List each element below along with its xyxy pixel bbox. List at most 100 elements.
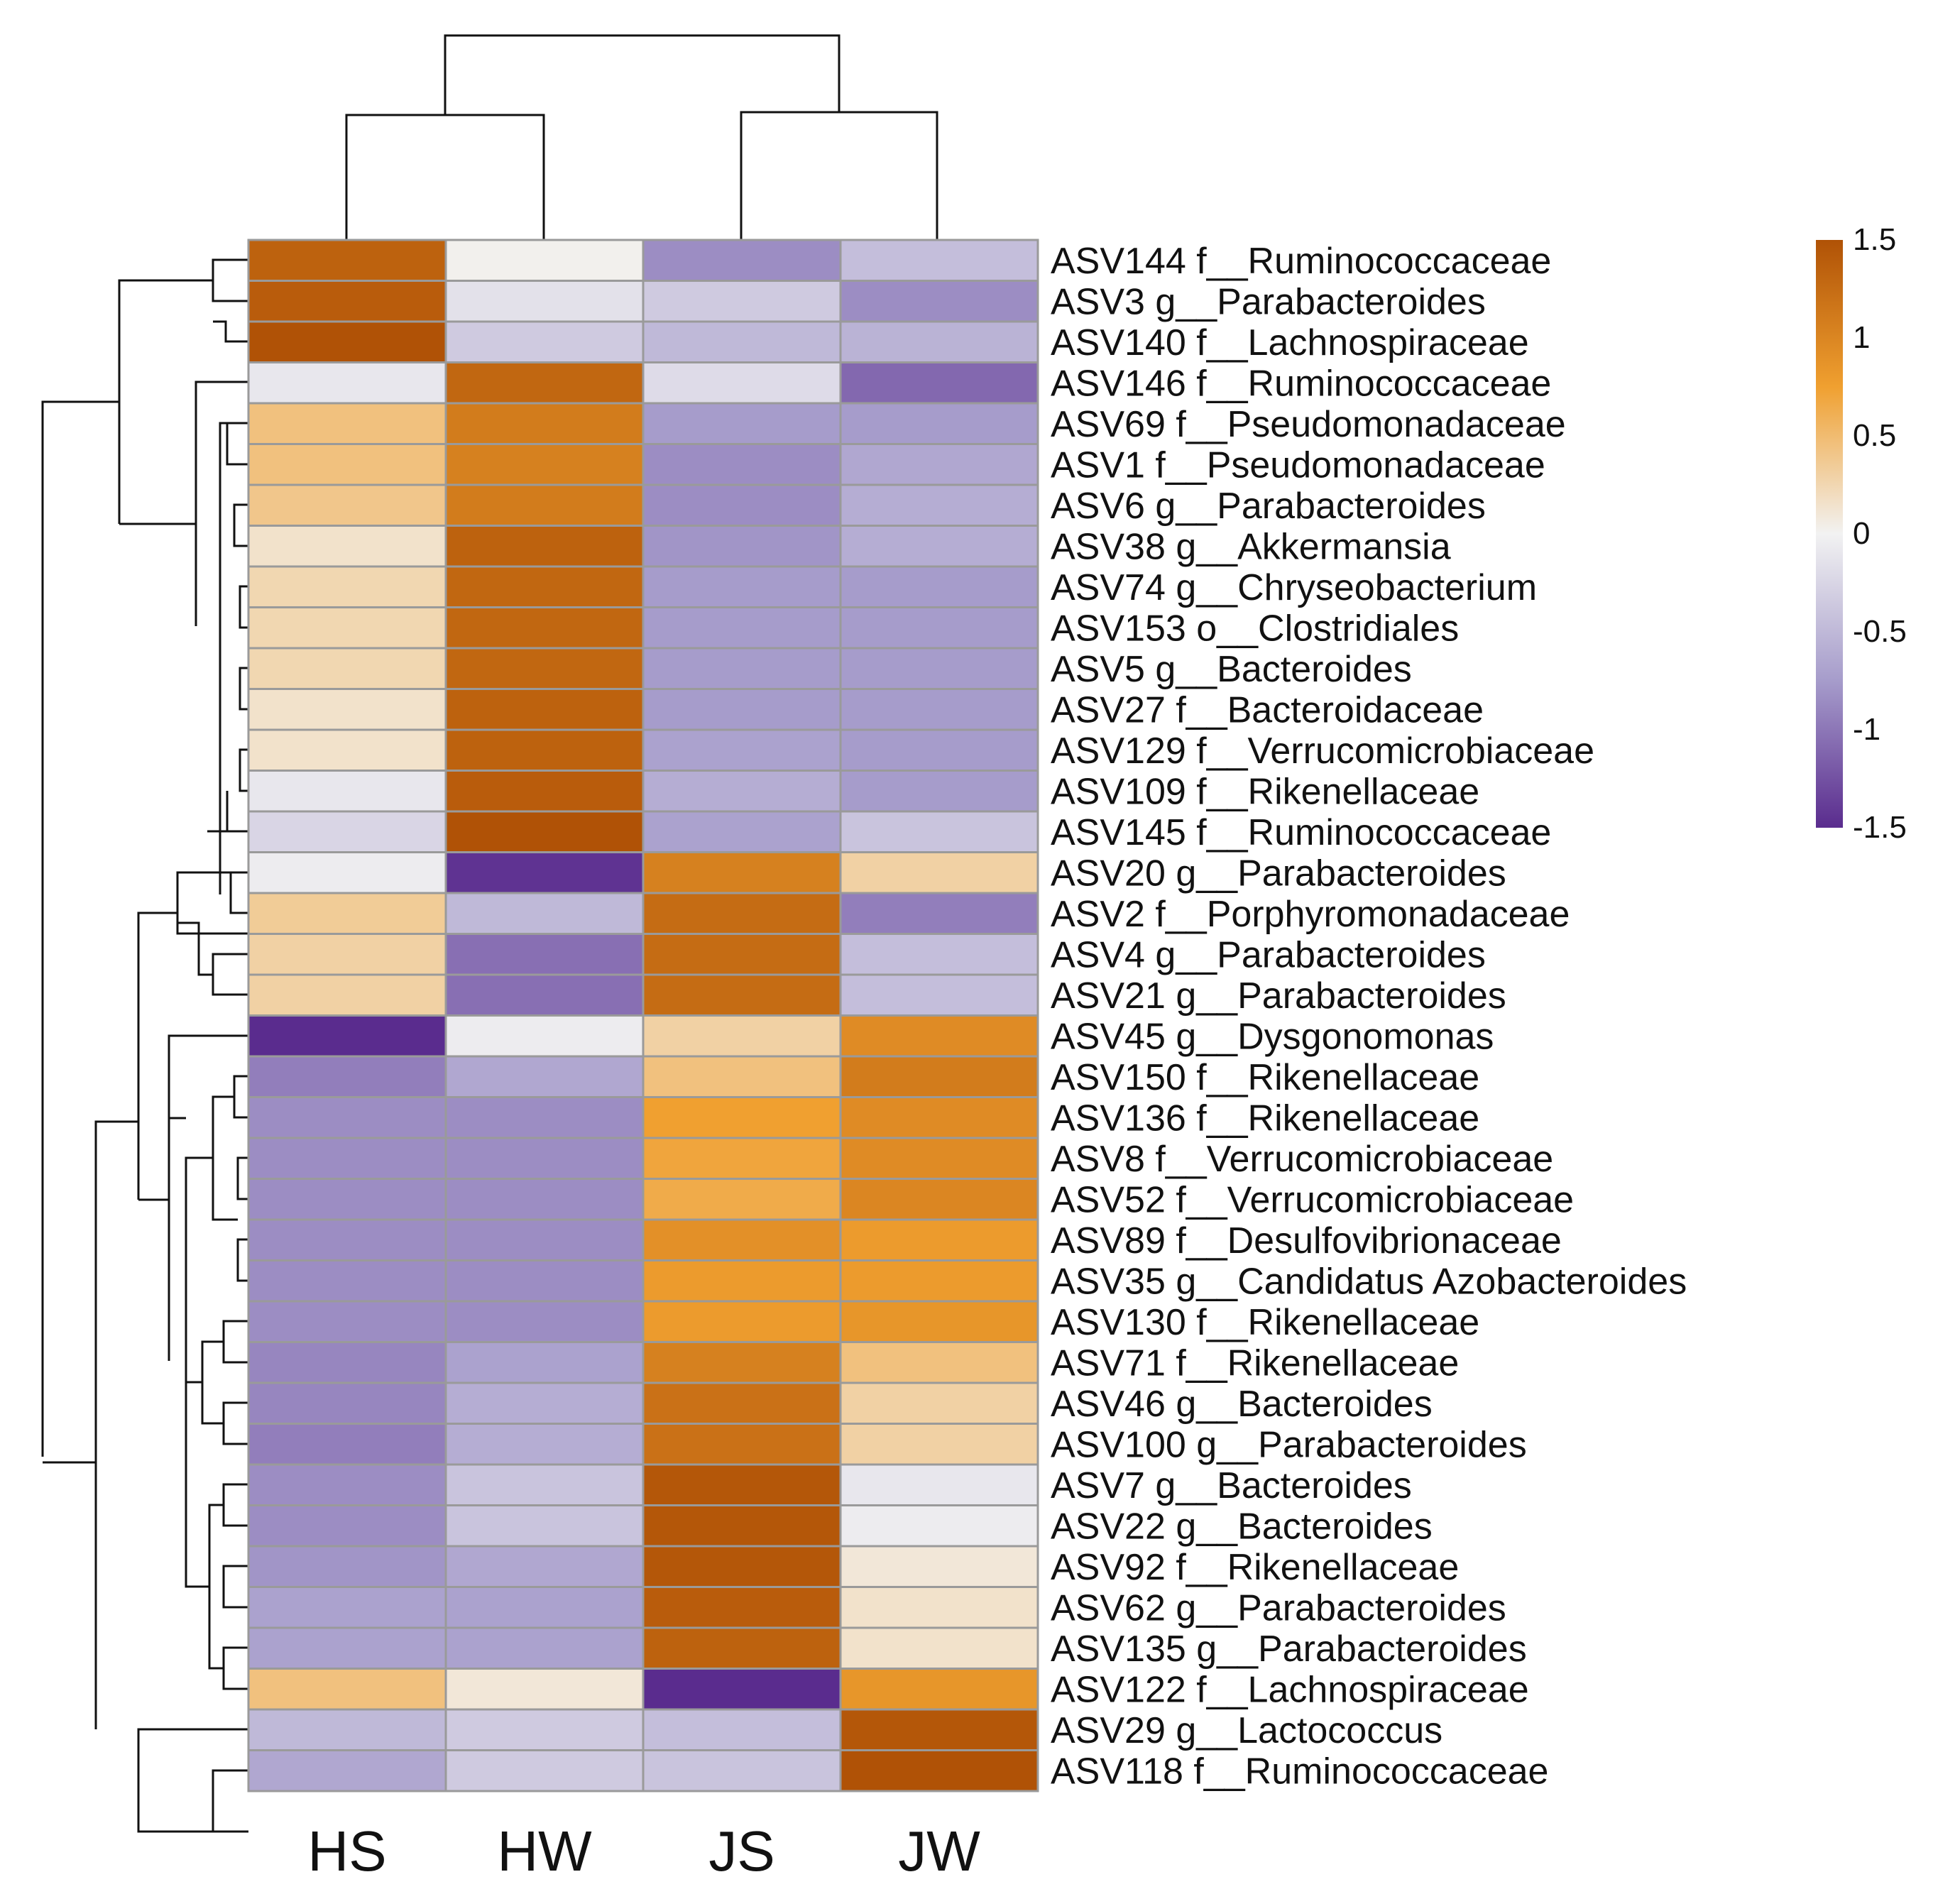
heatmap-cell [247, 525, 447, 568]
column-labels: HS HW JS JW [307, 1819, 980, 1883]
heatmap-cell [247, 239, 447, 282]
row-label: ASV145 f__Ruminococcaceae [1051, 812, 1551, 853]
heatmap-cells [247, 239, 1039, 1792]
heatmap-cell [247, 320, 447, 363]
heatmap-cell [444, 1014, 645, 1058]
row-label: ASV46 g__Bacteroides [1051, 1384, 1433, 1425]
row-label: ASV153 o__Clostridiales [1051, 608, 1459, 649]
heatmap-cell [839, 688, 1039, 731]
heatmap-cell [839, 1055, 1039, 1098]
row-label: ASV146 f__Ruminococcaceae [1051, 363, 1551, 404]
heatmap-cell [247, 1668, 447, 1711]
heatmap-cell [444, 1668, 645, 1711]
heatmap-cell [444, 892, 645, 935]
heatmap-cell [642, 973, 842, 1017]
heatmap-cell [247, 1096, 447, 1139]
heatmap-cell [642, 1586, 842, 1629]
heatmap-cell [839, 1749, 1039, 1792]
heatmap-cell [444, 483, 645, 527]
heatmap-cell [642, 1055, 842, 1098]
heatmap-cell [642, 892, 842, 935]
row-label: ASV35 g__Candidatus Azobacteroides [1051, 1261, 1687, 1302]
column-label: HW [497, 1819, 592, 1883]
heatmap-cell [839, 892, 1039, 935]
row-label: ASV21 g__Parabacteroides [1051, 975, 1506, 1017]
colorbar-tick-label: -1 [1853, 712, 1880, 747]
heatmap-cell [247, 1218, 447, 1261]
row-label: ASV109 f__Rikenellaceae [1051, 771, 1479, 812]
row-label: ASV74 g__Chryseobacterium [1051, 567, 1537, 608]
heatmap-cell [444, 688, 645, 731]
heatmap-cell [247, 1341, 447, 1384]
heatmap-cell [839, 443, 1039, 486]
row-label: ASV2 f__Porphyromonadaceae [1051, 894, 1570, 935]
row-label: ASV129 f__Verrucomicrobiaceae [1051, 730, 1594, 772]
heatmap-cell [247, 1300, 447, 1343]
row-label: ASV62 g__Parabacteroides [1051, 1587, 1506, 1628]
heatmap-cell [444, 770, 645, 813]
row-label: ASV45 g__Dysgonomonas [1051, 1016, 1494, 1057]
heatmap-cell [444, 1545, 645, 1588]
heatmap-cell [642, 525, 842, 568]
heatmap-cell [839, 565, 1039, 608]
row-label: ASV71 f__Rikenellaceae [1051, 1342, 1459, 1384]
heatmap-cell [642, 443, 842, 486]
heatmap-cell [642, 1381, 842, 1425]
heatmap-cell [247, 647, 447, 690]
heatmap-cell [839, 1545, 1039, 1588]
heatmap-cell [839, 647, 1039, 690]
row-label: ASV92 f__Rikenellaceae [1051, 1547, 1459, 1588]
row-label: ASV89 f__Desulfovibrionaceae [1051, 1220, 1562, 1261]
heatmap-cell [444, 1137, 645, 1180]
heatmap-cell [642, 239, 842, 282]
row-label: ASV130 f__Rikenellaceae [1051, 1302, 1479, 1343]
heatmap-cell [444, 402, 645, 445]
heatmap-cell [444, 1586, 645, 1629]
column-label: JW [898, 1819, 980, 1883]
heatmap-cell [444, 810, 645, 853]
heatmap-cell [642, 1626, 842, 1670]
heatmap-cell [444, 565, 645, 608]
heatmap-cell [444, 1626, 645, 1670]
heatmap-cell [839, 1300, 1039, 1343]
heatmap-cell [247, 973, 447, 1017]
heatmap-cell [444, 525, 645, 568]
heatmap-cell [444, 1749, 645, 1792]
heatmap-cell [247, 688, 447, 731]
heatmap-cell [839, 1259, 1039, 1303]
heatmap-cell [247, 1708, 447, 1751]
heatmap-cell [444, 1096, 645, 1139]
heatmap-cell [839, 1586, 1039, 1629]
row-label: ASV52 f__Verrucomicrobiaceae [1051, 1179, 1574, 1220]
heatmap-cell [247, 1381, 447, 1425]
heatmap-cell [839, 1708, 1039, 1751]
row-label: ASV6 g__Parabacteroides [1051, 486, 1486, 527]
heatmap-cell [642, 851, 842, 894]
heatmap-cell [247, 402, 447, 445]
heatmap-cell [642, 647, 842, 690]
heatmap-cell [642, 565, 842, 608]
heatmap-cell [444, 973, 645, 1017]
heatmap-cell [642, 320, 842, 363]
heatmap-cell [247, 892, 447, 935]
heatmap-cell [642, 1463, 842, 1506]
heatmap-cell [839, 239, 1039, 282]
heatmap-cell [839, 933, 1039, 976]
heatmap-cell [642, 483, 842, 527]
heatmap-cell [642, 1014, 842, 1058]
heatmap-cell [444, 443, 645, 486]
row-label: ASV136 f__Rikenellaceae [1051, 1097, 1479, 1139]
heatmap-cell [642, 1218, 842, 1261]
heatmap-cell [247, 1259, 447, 1303]
heatmap-cell [444, 1259, 645, 1303]
column-label: HS [307, 1819, 386, 1883]
row-label: ASV29 g__Lactococcus [1051, 1710, 1442, 1751]
heatmap-cell [642, 810, 842, 853]
heatmap-cell [642, 688, 842, 731]
heatmap-cell [444, 1218, 645, 1261]
row-label: ASV150 f__Rikenellaceae [1051, 1057, 1479, 1098]
heatmap-cell [839, 851, 1039, 894]
heatmap-cell [247, 280, 447, 323]
